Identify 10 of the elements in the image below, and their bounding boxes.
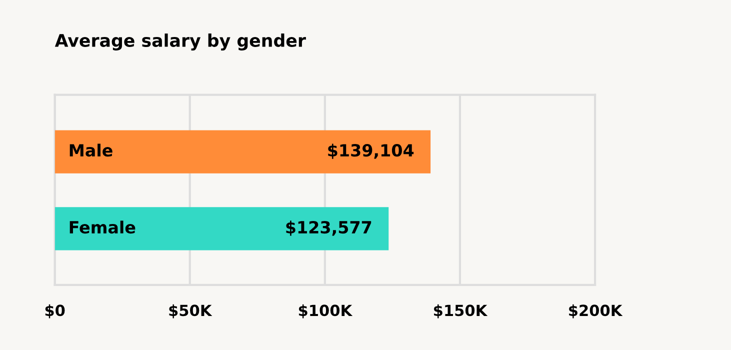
- data-label: $123,577: [286, 220, 372, 236]
- x-tick-label: $0: [45, 304, 65, 318]
- x-tick-label: $200K: [569, 304, 623, 318]
- data-label: $139,104: [328, 144, 414, 159]
- y-tick-label: Male: [70, 144, 112, 157]
- x-tick-label: $100K: [298, 304, 353, 318]
- x-tick-label: $150K: [434, 304, 488, 318]
- chart-title: Average salary by gender: [54, 34, 306, 50]
- x-tick-label: $50K: [169, 304, 212, 318]
- y-tick-label: Female: [70, 220, 136, 234]
